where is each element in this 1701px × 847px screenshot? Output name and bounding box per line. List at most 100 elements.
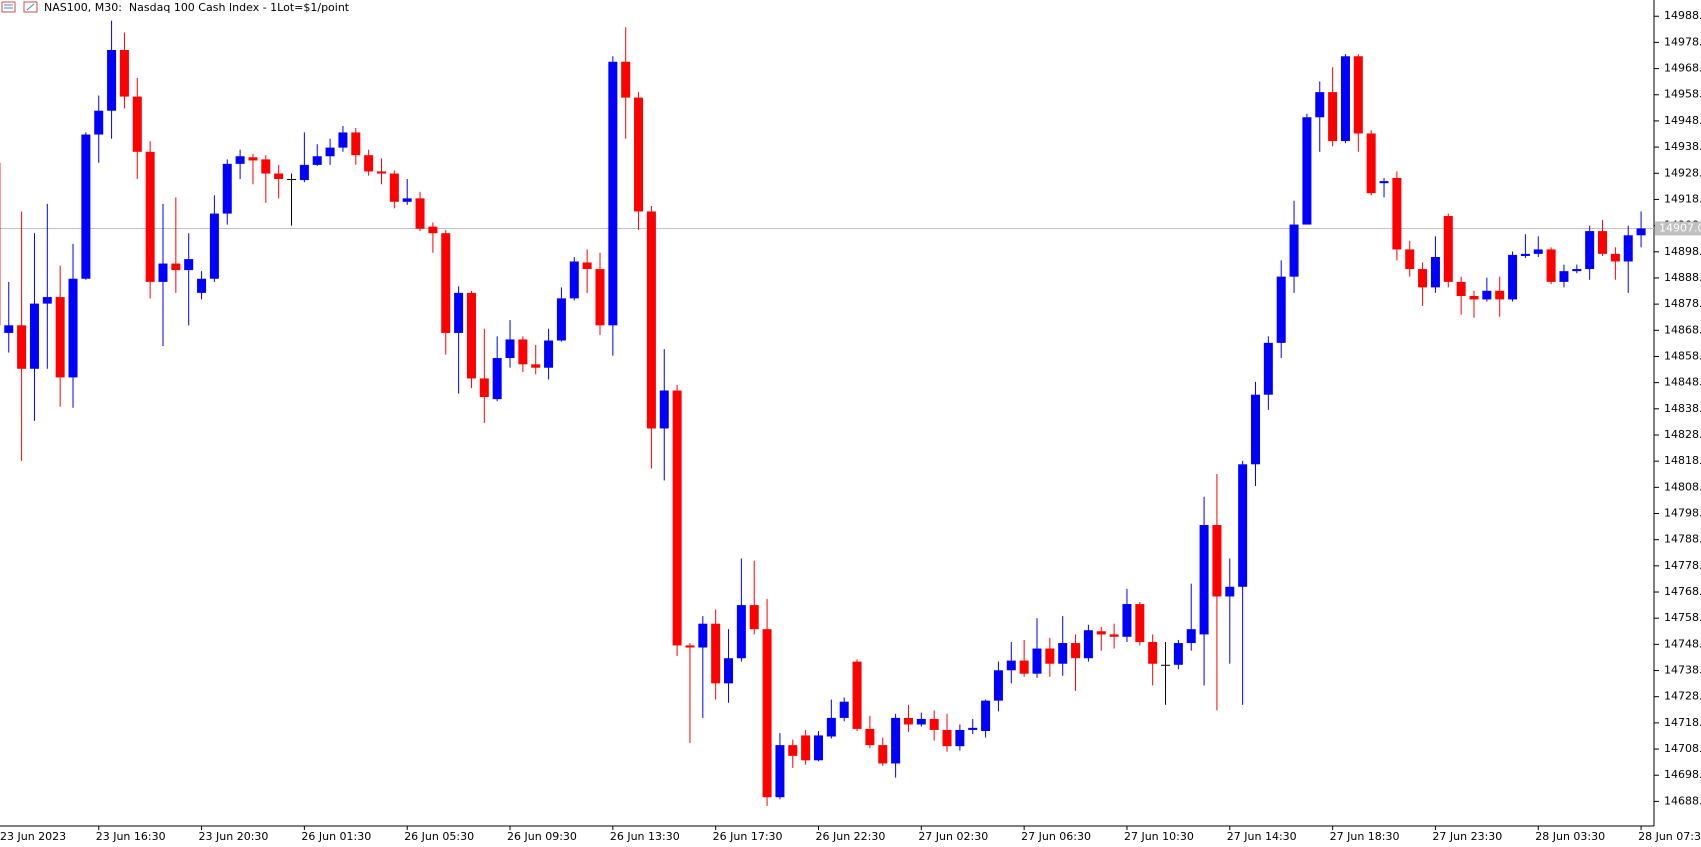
candle-body <box>1546 249 1556 282</box>
y-tick-label: 14798.1 <box>1664 507 1701 520</box>
candle-body <box>299 164 309 181</box>
candle-body <box>1148 642 1158 664</box>
candle-body <box>351 132 361 156</box>
candle-body <box>968 727 978 730</box>
candle-body <box>197 278 207 293</box>
candle-body <box>659 390 669 429</box>
candle-body <box>325 147 335 157</box>
y-tick-label: 14788.1 <box>1664 533 1701 546</box>
candle-body <box>582 262 592 270</box>
y-tick-label: 14808.1 <box>1664 480 1701 493</box>
icon <box>1 1 16 13</box>
x-tick-label: 23 Jun 16:30 <box>96 830 166 843</box>
candle-body <box>338 132 348 148</box>
current-price-box <box>1655 221 1701 236</box>
candle-body <box>865 728 875 746</box>
candle-body <box>942 729 952 747</box>
candle-body <box>736 605 746 659</box>
candle-body <box>1366 133 1376 194</box>
candle-body <box>955 729 965 747</box>
candle-body <box>55 297 65 378</box>
candle-body <box>981 700 991 731</box>
candle-body <box>1122 604 1132 637</box>
candle-body <box>402 198 412 202</box>
candle-body <box>1071 643 1081 659</box>
candle-body <box>749 605 759 630</box>
x-tick-label: 28 Jun 03:30 <box>1535 830 1605 843</box>
candle-body <box>544 340 554 368</box>
candle-body <box>569 261 579 299</box>
x-tick-label: 27 Jun 02:30 <box>918 830 988 843</box>
candle-body <box>518 339 528 365</box>
candle-body <box>556 298 566 341</box>
candle-body <box>839 701 849 718</box>
candle-body <box>1276 276 1286 343</box>
candle-body <box>1520 253 1530 256</box>
y-tick-label: 14828.1 <box>1664 428 1701 441</box>
current-price-label: 14907.0 <box>1659 221 1701 234</box>
candle-body <box>711 623 721 684</box>
y-tick-label: 14888.1 <box>1664 271 1701 284</box>
candle-body <box>466 292 476 379</box>
candle-body <box>479 378 489 398</box>
candle-body <box>1083 630 1093 659</box>
candle-body <box>132 96 142 152</box>
candle-body <box>1572 269 1582 272</box>
candle-body <box>1289 224 1299 277</box>
candle-body <box>929 718 939 730</box>
candle-body <box>4 325 14 333</box>
candle-body <box>1482 290 1492 300</box>
candle-body <box>1585 231 1595 270</box>
y-tick-label: 14738.1 <box>1664 664 1701 677</box>
candle-body <box>1353 56 1363 134</box>
x-tick-label: 26 Jun 13:30 <box>610 830 680 843</box>
candle-body <box>1302 117 1312 225</box>
candle-body <box>1443 215 1453 282</box>
candle-body <box>312 156 322 165</box>
candle-body <box>1032 648 1042 674</box>
y-tick-label: 14968.1 <box>1664 62 1701 75</box>
candle-body <box>595 269 605 326</box>
candle-body <box>184 259 194 271</box>
candle-body <box>1199 525 1209 635</box>
candle-body <box>1161 664 1171 666</box>
candle-body <box>826 717 836 737</box>
candle-body <box>1508 254 1518 300</box>
candle-body <box>222 163 232 214</box>
candle-body <box>801 735 811 761</box>
x-tick-label: 27 Jun 23:30 <box>1432 830 1502 843</box>
candle-body <box>1135 604 1145 643</box>
candle-body <box>505 339 515 359</box>
candle-body <box>903 717 913 725</box>
candle-body <box>1559 271 1569 282</box>
candle-body <box>94 110 104 135</box>
candle-body <box>1392 177 1402 250</box>
candle-body <box>1096 631 1106 635</box>
candle-body <box>29 303 39 369</box>
y-tick-label: 14748.1 <box>1664 637 1701 650</box>
y-tick-label: 14958.1 <box>1664 88 1701 101</box>
y-tick-label: 14978.1 <box>1664 35 1701 48</box>
y-tick-label: 14698.1 <box>1664 768 1701 781</box>
candle-body <box>441 233 451 333</box>
candle-body <box>1045 648 1055 664</box>
x-tick-label: 26 Jun 05:30 <box>404 830 474 843</box>
candle-body <box>68 278 78 378</box>
candle-body <box>428 226 438 234</box>
x-tick-label: 27 Jun 18:30 <box>1330 830 1400 843</box>
candle-body <box>17 325 27 369</box>
candle-body <box>891 717 901 764</box>
candle-body <box>685 645 695 648</box>
candle-body <box>274 173 284 180</box>
candle-body <box>1495 290 1505 300</box>
candle-body <box>762 629 772 798</box>
candle-body <box>916 718 926 725</box>
candle-body <box>42 297 52 304</box>
candle-body <box>145 151 155 282</box>
y-tick-label: 14988.1 <box>1664 9 1701 22</box>
candle-body <box>1250 394 1260 465</box>
candle-body <box>248 157 258 161</box>
candle-body <box>107 49 117 111</box>
y-tick-label: 14928.1 <box>1664 166 1701 179</box>
y-tick-label: 14688.1 <box>1664 794 1701 807</box>
